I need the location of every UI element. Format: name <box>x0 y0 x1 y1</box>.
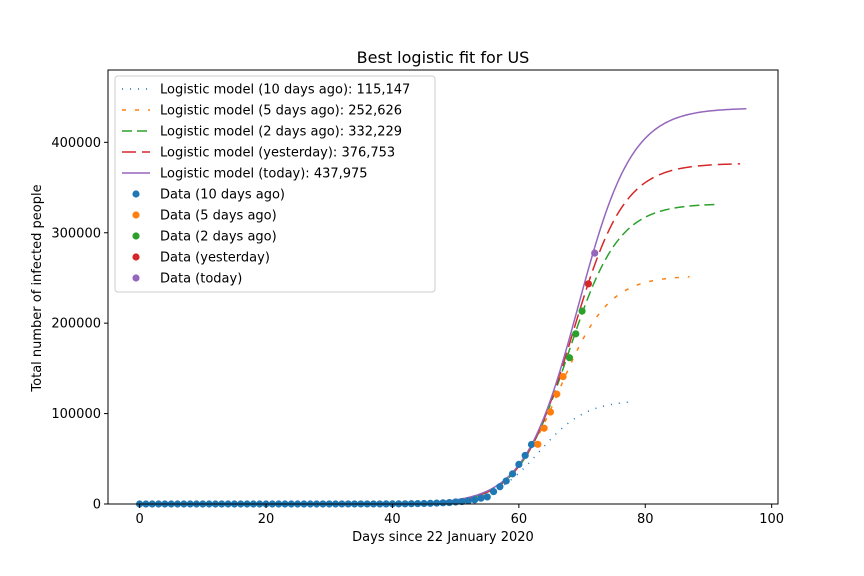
data-point-2-0 <box>565 354 574 362</box>
data-point-1-1 <box>540 424 548 432</box>
data-point-0-50 <box>452 498 460 506</box>
x-axis: 0 20 40 60 80 100 <box>135 504 784 527</box>
model-line-1 <box>139 276 690 505</box>
data-point-0-48 <box>439 499 447 507</box>
axes-frame <box>107 69 779 505</box>
y-tick-label: 300000 <box>51 226 101 241</box>
data-point-4-0 <box>591 249 599 257</box>
data-point-3-0 <box>584 280 592 288</box>
data-point-0-62 <box>527 440 536 449</box>
y-tick-label: 400000 <box>51 136 101 151</box>
y-tick-label: 0 <box>93 498 101 513</box>
data-point-0-54 <box>477 494 485 502</box>
data-point-0-49 <box>445 498 453 507</box>
data-point-1-0 <box>534 440 542 448</box>
legend-entry-label: Data (yesterday) <box>160 251 270 266</box>
data-point-0-59 <box>508 470 517 478</box>
legend-entry-label: Data (2 days ago) <box>160 230 277 245</box>
legend-entry-label: Logistic model (5 days ago): 252,626 <box>160 104 402 119</box>
data-point-0-57 <box>496 483 504 491</box>
data-point-0-61 <box>521 451 529 460</box>
legend-entry-label: Logistic model (2 days ago): 332,229 <box>160 125 402 140</box>
data-point-0-46 <box>426 499 434 507</box>
legend-entry-label: Logistic model (today): 437,975 <box>160 167 368 182</box>
x-tick-label: 60 <box>511 512 528 527</box>
data-point-1-3 <box>553 390 561 398</box>
legend-swatch-marker <box>132 232 140 240</box>
legend-swatch-marker <box>132 211 140 219</box>
chart-title: Best logistic fit for US <box>357 48 530 67</box>
data-point-0-58 <box>502 477 510 485</box>
model-line-0 <box>139 401 633 505</box>
data-point-0-52 <box>464 497 472 505</box>
data-point-0-60 <box>515 460 523 468</box>
data-point-0-55 <box>483 493 491 501</box>
data-point-0-56 <box>489 488 498 496</box>
data-point-0-45 <box>420 499 428 508</box>
legend-entry-label: Logistic model (10 days ago): 115,147 <box>160 83 410 98</box>
x-tick-label: 80 <box>637 512 654 527</box>
legend-entry-label: Data (5 days ago) <box>160 209 277 224</box>
data-point-0-51 <box>458 497 466 506</box>
y-tick-label: 100000 <box>51 407 101 422</box>
data-point-0-47 <box>433 499 441 507</box>
x-tick-label: 100 <box>759 512 784 527</box>
legend-swatch-marker <box>132 274 140 282</box>
legend-box <box>114 75 436 293</box>
legend: Logistic model (10 days ago): 115,147 Log… <box>114 75 436 293</box>
legend-entry-label: Data (10 days ago) <box>160 188 285 203</box>
data-point-0-53 <box>471 496 479 504</box>
data-point-2-1 <box>572 330 580 338</box>
legend-entry-label: Logistic model (yesterday): 376,753 <box>160 146 395 161</box>
y-tick-label: 200000 <box>51 317 101 332</box>
data-point-1-4 <box>559 373 567 381</box>
x-tick-label: 40 <box>384 512 401 527</box>
x-tick-label: 0 <box>135 512 143 527</box>
data-point-1-2 <box>546 408 555 416</box>
y-axis-label: Total number of infected people <box>30 184 45 392</box>
x-axis-label: Days since 22 January 2020 <box>352 530 534 545</box>
legend-swatch-marker <box>132 253 140 261</box>
data-point-2-2 <box>578 307 586 315</box>
y-axis: 0 100000 200000 300000 400000 <box>51 136 108 513</box>
x-tick-label: 20 <box>258 512 275 527</box>
legend-entry-label: Data (today) <box>160 272 242 287</box>
legend-swatch-marker <box>132 190 140 198</box>
